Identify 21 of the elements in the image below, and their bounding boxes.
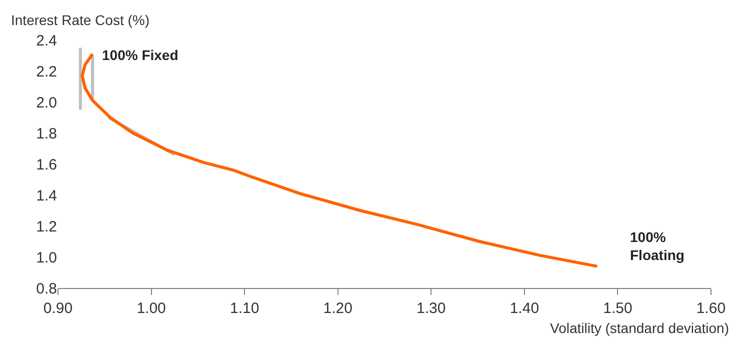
y-tick-label: 1.6 <box>36 156 57 174</box>
y-tick-label: 2.4 <box>36 32 57 50</box>
x-tick-label: 1.40 <box>510 300 540 317</box>
y-tick-label: 1.4 <box>36 187 57 204</box>
x-tick-label: 1.10 <box>230 300 260 317</box>
y-tick-label: 1.2 <box>36 218 57 236</box>
y-tick-label: 0.8 <box>36 280 57 298</box>
y-tick-label: 2.2 <box>36 63 57 80</box>
y-tick-label: 2.0 <box>36 94 57 112</box>
y-tick-label: 1.8 <box>36 125 57 142</box>
x-axis-title: Volatility (standard deviation) <box>550 320 729 336</box>
y-tick-label: 1.0 <box>36 249 57 266</box>
x-tick-label: 1.00 <box>136 300 166 317</box>
annotation: 100% Floating <box>630 229 684 264</box>
x-tick-label: 1.60 <box>696 300 726 317</box>
x-tick-label: 0.90 <box>43 300 73 317</box>
x-tick-label: 1.50 <box>603 300 632 317</box>
y-axis-title: Interest Rate Cost (%) <box>11 12 150 28</box>
x-tick-label: 1.20 <box>323 300 352 317</box>
annotation: 100% Fixed <box>102 47 178 63</box>
x-tick-label: 1.30 <box>416 300 446 317</box>
